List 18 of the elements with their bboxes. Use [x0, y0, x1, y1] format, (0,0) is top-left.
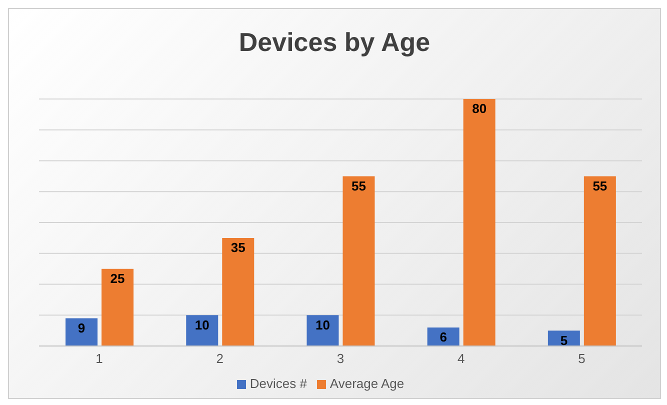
legend-label: Average Age [330, 376, 404, 391]
x-tick-label: 1 [96, 351, 103, 366]
data-label: 25 [110, 271, 125, 286]
x-tick-label: 2 [216, 351, 224, 366]
data-label: 55 [352, 178, 366, 194]
legend-label: Devices # [250, 376, 307, 391]
data-label: 10 [316, 317, 330, 332]
data-label: 55 [592, 178, 608, 194]
x-tick-label: 3 [336, 351, 344, 366]
data-label: 10 [194, 317, 210, 332]
data-label: 35 [230, 240, 246, 256]
data-label: 80 [472, 101, 487, 116]
chart-title: Devices by Age [238, 26, 432, 59]
data-label: 6 [440, 330, 447, 345]
x-tick-label: 5 [578, 351, 586, 366]
data-label: 5 [560, 332, 568, 348]
data-label: 9 [78, 320, 86, 336]
x-tick-label: 4 [457, 351, 465, 366]
